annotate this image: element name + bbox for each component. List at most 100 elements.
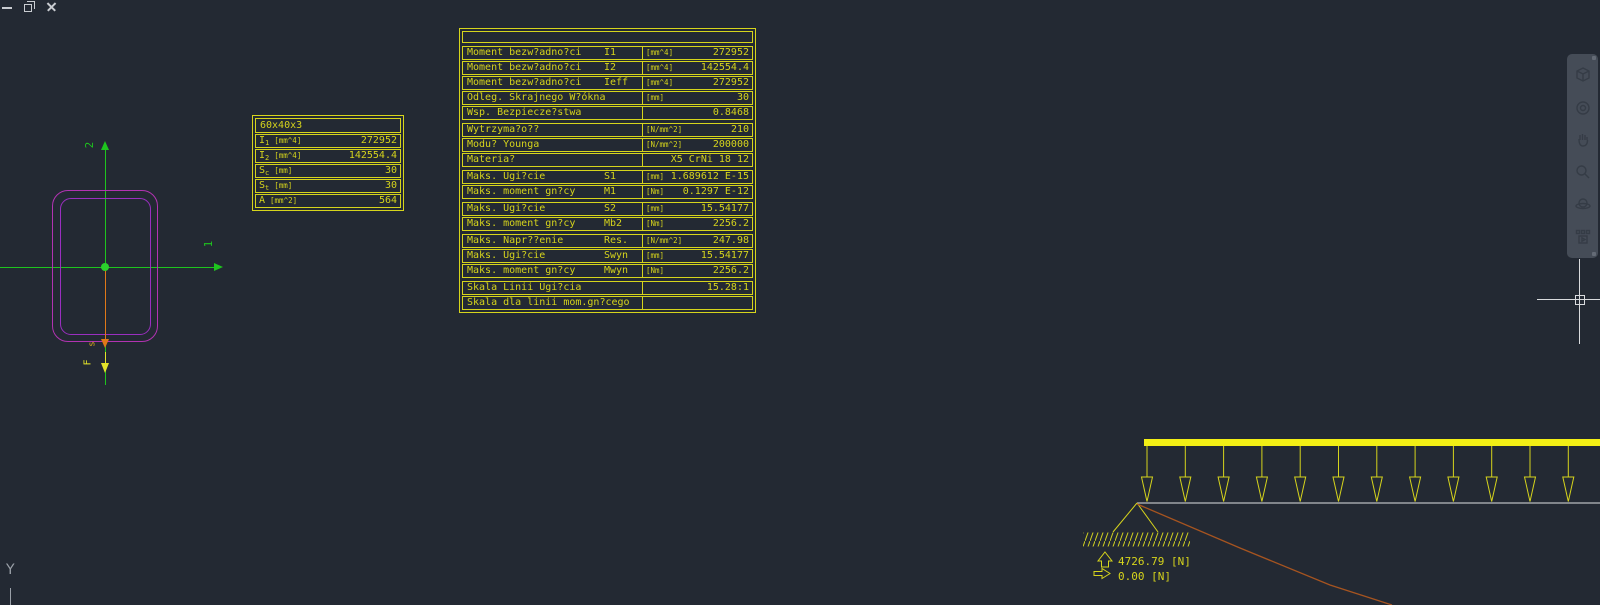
result-label: Maks. Ugi?cie: [467, 203, 546, 214]
result-unit: [mm]: [646, 93, 665, 102]
reaction-right-arrow-icon: [1093, 567, 1111, 580]
result-value: 15.28:1: [706, 282, 749, 293]
result-unit: [mm]: [646, 251, 665, 260]
result-symbol: I2: [604, 62, 617, 73]
result-value: 0.8468: [712, 107, 749, 118]
ucs-axis-line: [10, 588, 11, 605]
section-properties-table[interactable]: 60x40x3 I1 [mm^4] 272952 I2 [mm^4] 142554.4 Sc…: [252, 115, 404, 211]
result-label: Maks. moment gn?cy: [467, 186, 576, 197]
result-value: 2256.2: [712, 265, 749, 276]
result-symbol: Mwyn: [604, 265, 629, 276]
result-label: Maks. moment gn?cy: [467, 265, 576, 276]
force-arrow-line[interactable]: [105, 352, 106, 363]
results-row: Maks. Napr??enie Res. [N/mm^2] 247.98: [462, 234, 753, 248]
load-arrowhead-icon: [1485, 476, 1498, 502]
result-label: Maks. Ugi?cie: [467, 171, 546, 182]
result-value: 272952: [712, 77, 749, 88]
result-label-cell: Maks. moment gn?cy Mwyn: [463, 265, 643, 277]
load-arrowhead-icon: [1332, 476, 1345, 502]
crosshair-pickbox: [1575, 295, 1585, 305]
crosshair-horizontal: [1537, 299, 1600, 300]
distributed-load-arrows[interactable]: [1140, 446, 1575, 502]
result-value: 1.689612 E-15: [670, 171, 749, 182]
result-value-cell: [Nm] 2256.2: [643, 265, 752, 277]
zoom-icon: [1575, 165, 1589, 179]
result-label-cell: Wsp. Bezpiecze?stwa: [463, 107, 643, 119]
result-value-cell: [mm^4] 142554.4: [643, 62, 752, 74]
axis-1-label: 1: [202, 240, 215, 248]
view-cube-icon: [1575, 67, 1590, 83]
property-symbol: I1 [mm^4]: [259, 135, 302, 147]
navigation-wheel-button[interactable]: [1572, 97, 1594, 119]
pan-button[interactable]: [1572, 129, 1594, 151]
section-title: 60x40x3: [260, 120, 303, 131]
result-unit: [N/mm^2]: [646, 125, 683, 134]
result-value-cell: [mm] 1.689612 E-15: [643, 171, 752, 183]
moment-line[interactable]: [1136, 503, 1393, 605]
result-symbol: M1: [604, 186, 617, 197]
result-symbol: S1: [604, 171, 617, 182]
result-value: 247.98: [712, 235, 749, 246]
result-unit: [mm^4]: [646, 48, 674, 57]
pin-support[interactable]: [1083, 502, 1190, 547]
results-table[interactable]: Moment bezw?adno?ci I1 [mm^4] 272952 Moment …: [459, 28, 756, 313]
result-unit: [Nm]: [646, 266, 665, 275]
results-row: Maks. moment gn?cy Mwyn [Nm] 2256.2: [462, 264, 753, 278]
results-row: Maks. Ugi?cie S1 [mm] 1.689612 E-15: [462, 170, 753, 184]
result-symbol: Res.: [604, 235, 629, 246]
section-table-row: Sc [mm] 30: [255, 164, 401, 178]
result-label-cell: Materia?: [463, 154, 643, 166]
results-row: Moment bezw?adno?ci I1 [mm^4] 272952: [462, 46, 753, 60]
distributed-load-bar[interactable]: [1144, 439, 1600, 446]
reaction-horizontal-value: 0.00 [N]: [1118, 570, 1171, 583]
result-value-cell: [mm] 15.54177: [643, 250, 752, 262]
results-row: Wytrzyma?o?? [N/mm^2] 210: [462, 123, 753, 137]
results-row: Wsp. Bezpiecze?stwa 0.8468: [462, 106, 753, 120]
result-label: Modu? Younga: [467, 139, 540, 150]
property-value: 30: [384, 165, 397, 176]
axis-1-arrowhead-icon: [214, 263, 223, 271]
showmotion-button[interactable]: [1572, 226, 1594, 248]
restore-button[interactable]: [22, 0, 37, 14]
load-arrowhead-icon: [1294, 476, 1307, 502]
result-value-cell: [N/mm^2] 200000: [643, 139, 752, 151]
load-arrowhead-icon: [1370, 476, 1383, 502]
force-axis-arrowhead-icon: [101, 339, 109, 348]
close-button[interactable]: [44, 0, 59, 14]
result-unit: [N/mm^2]: [646, 236, 683, 245]
support-hatch: [1083, 532, 1190, 547]
result-value-cell: [N/mm^2] 247.98: [643, 235, 752, 247]
property-value: 30: [384, 180, 397, 191]
zoom-button[interactable]: [1572, 161, 1594, 183]
load-arrowhead-icon: [1408, 476, 1422, 502]
result-symbol: Swyn: [604, 250, 629, 261]
result-label: Maks. moment gn?cy: [467, 218, 576, 229]
results-group: Maks. Ugi?cie S1 [mm] 1.689612 E-15 Maks. mo…: [462, 170, 753, 199]
result-symbol: I1: [604, 47, 617, 58]
result-unit: [mm]: [646, 204, 665, 213]
result-value-cell: [Nm] 2256.2: [643, 218, 752, 230]
result-label-cell: Wytrzyma?o??: [463, 124, 643, 136]
result-unit: [Nm]: [646, 187, 665, 196]
results-row: Materia? X5 CrNi 18 12: [462, 153, 753, 167]
orbit-button[interactable]: [1572, 193, 1594, 215]
view-cube-button[interactable]: [1572, 64, 1594, 86]
result-label-cell: Maks. Ugi?cie S1: [463, 171, 643, 183]
result-label-cell: Maks. Ugi?cie S2: [463, 203, 643, 215]
force-arrowhead-icon: [101, 363, 109, 373]
load-arrowhead-icon: [1562, 476, 1575, 502]
result-value-cell: [643, 297, 752, 309]
result-label-cell: Moment bezw?adno?ci Ieff: [463, 77, 643, 89]
centroid-point[interactable]: [101, 263, 109, 271]
results-row: Skala dla linii mom.gn?cego: [462, 296, 753, 310]
result-unit: [mm^4]: [646, 78, 674, 87]
result-value-cell: [mm^4] 272952: [643, 47, 752, 59]
minimize-icon: [2, 7, 12, 9]
result-label-cell: Skala dla linii mom.gn?cego: [463, 297, 643, 309]
result-unit: [643, 154, 646, 166]
results-row: Odleg. Skrajnego W?ókna [mm] 30: [462, 91, 753, 105]
reaction-up-arrow-icon: [1096, 551, 1114, 568]
force-axis-segment[interactable]: [105, 268, 106, 339]
results-group: Skala Linii Ugi?cia 15.28:1 Skala dla lini…: [462, 281, 753, 310]
minimize-button[interactable]: [0, 0, 15, 14]
